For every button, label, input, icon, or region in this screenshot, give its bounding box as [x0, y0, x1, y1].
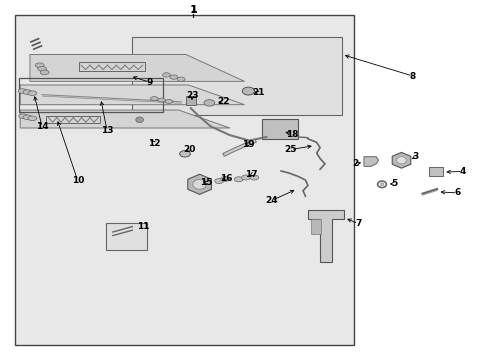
Polygon shape: [132, 37, 341, 116]
Ellipse shape: [28, 91, 37, 95]
Ellipse shape: [177, 77, 184, 81]
Text: 6: 6: [453, 188, 460, 197]
Bar: [105, 223, 147, 250]
Polygon shape: [20, 110, 229, 128]
Ellipse shape: [23, 90, 32, 94]
Ellipse shape: [203, 100, 214, 106]
Bar: [261, 119, 298, 139]
Polygon shape: [391, 152, 410, 168]
Text: 24: 24: [265, 196, 278, 205]
Text: 7: 7: [354, 219, 361, 228]
Ellipse shape: [38, 67, 46, 71]
Text: 14: 14: [36, 122, 48, 131]
Text: 19: 19: [242, 140, 254, 149]
Bar: [15, 15, 353, 345]
Ellipse shape: [23, 115, 32, 120]
Ellipse shape: [164, 99, 172, 103]
Ellipse shape: [19, 114, 27, 118]
Circle shape: [379, 183, 383, 186]
Bar: [311, 220, 321, 234]
Ellipse shape: [242, 87, 254, 95]
Ellipse shape: [28, 116, 37, 121]
Bar: [46, 116, 100, 123]
Text: 3: 3: [412, 152, 418, 161]
Ellipse shape: [158, 98, 165, 102]
Text: 5: 5: [391, 179, 397, 188]
Text: 16: 16: [220, 174, 232, 183]
Text: 2: 2: [352, 159, 358, 168]
Ellipse shape: [179, 150, 190, 157]
Text: 12: 12: [148, 139, 160, 148]
Text: 17: 17: [245, 170, 258, 179]
Text: 18: 18: [285, 130, 298, 139]
Ellipse shape: [249, 175, 258, 180]
Ellipse shape: [220, 176, 229, 181]
Bar: [185, 96, 195, 105]
Ellipse shape: [234, 177, 243, 182]
Polygon shape: [187, 174, 211, 194]
Text: 1: 1: [190, 5, 196, 14]
Circle shape: [396, 157, 406, 164]
Circle shape: [192, 179, 206, 189]
Text: 21: 21: [251, 88, 264, 97]
Text: 13: 13: [101, 126, 113, 135]
Text: 10: 10: [71, 176, 84, 185]
Polygon shape: [30, 54, 244, 81]
Ellipse shape: [162, 73, 170, 77]
Ellipse shape: [150, 96, 158, 100]
Text: 22: 22: [216, 97, 229, 106]
Circle shape: [136, 117, 143, 123]
Text: 8: 8: [409, 72, 415, 81]
Text: 11: 11: [137, 222, 149, 231]
Polygon shape: [307, 211, 344, 262]
Text: 25: 25: [284, 145, 297, 154]
Text: 15: 15: [200, 178, 212, 187]
Bar: [79, 62, 144, 71]
Bar: [19, 78, 163, 112]
Ellipse shape: [214, 179, 223, 184]
Text: 20: 20: [183, 145, 195, 154]
Ellipse shape: [169, 75, 177, 79]
Polygon shape: [363, 157, 378, 166]
Text: 23: 23: [186, 90, 198, 99]
Text: 4: 4: [459, 167, 465, 176]
Ellipse shape: [18, 89, 27, 93]
Ellipse shape: [40, 70, 49, 75]
Text: 9: 9: [146, 78, 152, 87]
Bar: [428, 167, 443, 176]
Polygon shape: [20, 85, 244, 105]
Text: 1: 1: [189, 5, 197, 15]
Ellipse shape: [35, 63, 44, 68]
Ellipse shape: [241, 175, 250, 180]
